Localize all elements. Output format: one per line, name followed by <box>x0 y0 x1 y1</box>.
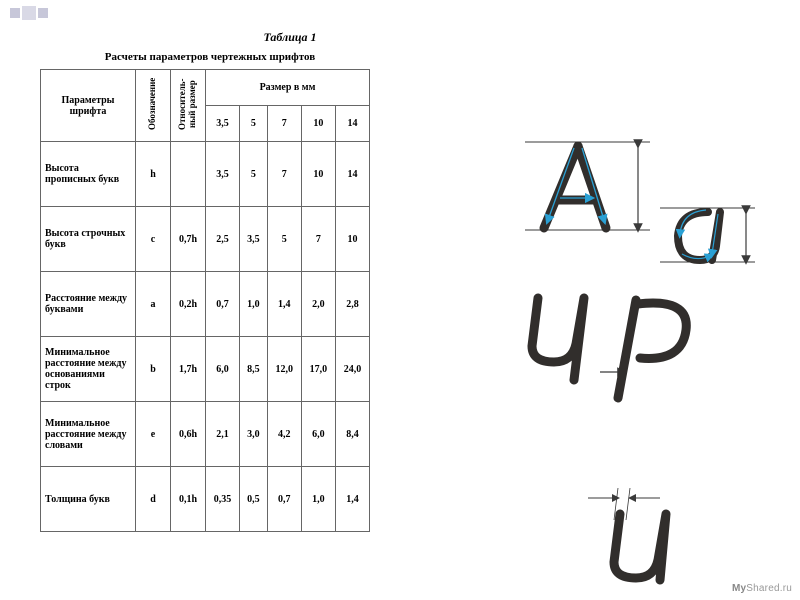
decor-bullets <box>10 8 48 20</box>
table-subtitle: Расчеты параметров чертежных шрифтов <box>40 51 380 63</box>
table-row: Толщина буквd0,1h0,350,50,71,01,4 <box>41 467 370 532</box>
diagram-letter-A <box>520 130 670 250</box>
diagram-letter-p <box>600 280 740 420</box>
col-param: Параметры шрифта <box>41 70 136 142</box>
table-row: Минимальное расстояние между основаниями… <box>41 337 370 402</box>
col-size-mm: Размер в мм <box>206 70 370 106</box>
font-parameters-table: Параметры шрифта Обозначение Относитель-… <box>40 69 370 532</box>
page-content: Таблица 1 Расчеты параметров чертежных ш… <box>40 30 760 532</box>
table-row: Минимальное расстояние между словамиe0,6… <box>41 402 370 467</box>
watermark: MyShared.ru <box>732 583 792 594</box>
table-row: Высота строчных буквc0,7h2,53,55710 <box>41 207 370 272</box>
col-symbol: Обозначение <box>136 70 171 142</box>
col-relative: Относитель- ный размер <box>171 70 206 142</box>
diagram-letter-u-thickness <box>580 480 710 600</box>
table-label: Таблица 1 <box>120 30 460 45</box>
diagram-letter-a <box>650 190 770 280</box>
table-row: Расстояние между буквамиa0,2h0,71,01,42,… <box>41 272 370 337</box>
table-row: Высота прописных буквh3,5571014 <box>41 142 370 207</box>
